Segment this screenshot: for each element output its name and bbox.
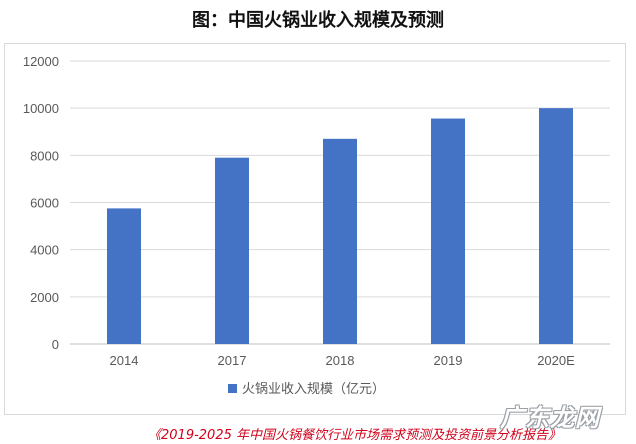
y-tick-label: 12000 — [23, 54, 59, 69]
source-note: 《2019-2025 年中国火锅餐饮行业市场需求预测及投资前景分析报告》 — [148, 428, 561, 443]
bar — [323, 138, 357, 344]
bar — [215, 157, 249, 344]
x-tick-label: 2020E — [537, 353, 575, 368]
x-tick-label: 2019 — [434, 353, 463, 368]
y-tick-label: 2000 — [30, 290, 59, 305]
bar — [539, 108, 573, 345]
y-tick-label: 0 — [52, 337, 59, 352]
y-tick-label: 4000 — [30, 243, 59, 258]
legend-label: 火锅业收入规模（亿元） — [242, 381, 385, 397]
y-tick-label: 6000 — [30, 196, 59, 211]
x-tick-label: 2018 — [326, 353, 355, 368]
x-tick-label: 2017 — [218, 353, 247, 368]
y-tick-label: 10000 — [23, 101, 59, 116]
legend-swatch — [228, 384, 237, 393]
y-tick-label: 8000 — [30, 148, 59, 163]
bar — [431, 118, 465, 344]
chart-title: 图：中国火锅业收入规模及预测 — [192, 10, 444, 31]
x-tick-label: 2014 — [110, 353, 139, 368]
watermark-logo: 广东龙网 — [500, 404, 600, 432]
bar — [107, 208, 141, 344]
